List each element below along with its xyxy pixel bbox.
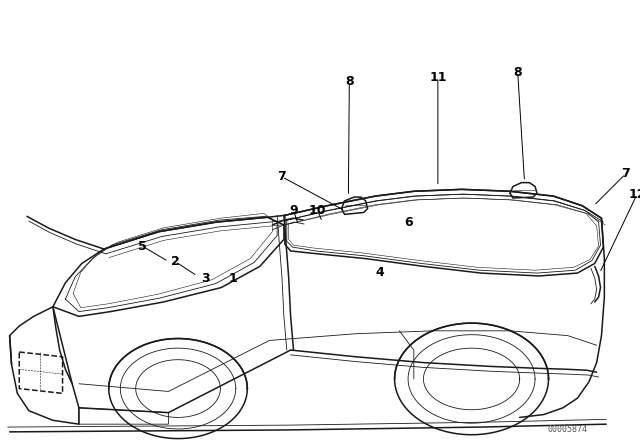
- Text: 4: 4: [376, 266, 385, 279]
- Text: 2: 2: [171, 255, 180, 268]
- Text: 00005874: 00005874: [548, 426, 588, 435]
- Text: 10: 10: [309, 204, 326, 217]
- Text: 6: 6: [404, 215, 413, 228]
- Text: 7: 7: [621, 168, 630, 181]
- Text: 3: 3: [202, 272, 211, 285]
- Text: 5: 5: [138, 240, 147, 253]
- Text: 7: 7: [278, 170, 286, 183]
- Text: 11: 11: [429, 71, 447, 84]
- Text: 8: 8: [513, 66, 522, 79]
- Text: 1: 1: [228, 272, 237, 285]
- Text: 12: 12: [628, 188, 640, 201]
- Text: 9: 9: [289, 204, 298, 217]
- Text: 8: 8: [345, 75, 354, 88]
